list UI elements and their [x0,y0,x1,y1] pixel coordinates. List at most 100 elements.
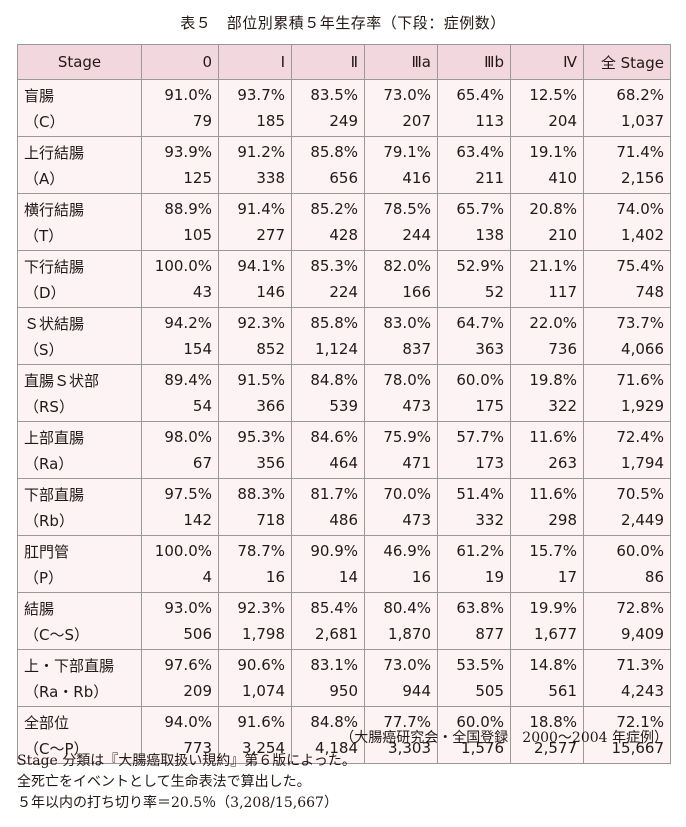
case-count-cell: 1,870 [364,621,438,650]
site-name: 肛門管 [17,535,142,564]
survival-rate-cell: 92.3% [218,592,292,621]
survival-rate-cell: 68.2% [583,79,671,108]
site-code: （Ra・Rb） [17,678,142,707]
column-header: Ⅱ [291,44,365,80]
survival-rate-cell: 65.7% [437,193,511,222]
survival-rate-cell: 11.6% [510,478,584,507]
case-count-cell: 224 [291,279,365,308]
table-row-counts: （D） 43 146 224 166 52 117 748 [17,279,671,308]
case-count-cell: 944 [364,678,438,707]
case-count-cell: 4,184 [291,735,365,764]
table-row-rates: 下行結腸 100.0% 94.1% 85.3% 82.0% 52.9% 21.1% 75.4% [17,250,671,279]
survival-rate-cell: 22.0% [510,307,584,336]
site-name: 上行結腸 [17,136,142,165]
survival-rate-cell: 85.8% [291,136,365,165]
case-count-cell: 1,929 [583,393,671,422]
case-count-cell: 473 [364,507,438,536]
column-header: Ⅲb [437,44,511,80]
table-row-counts: （A） 125 338 656 416 211 410 2,156 [17,165,671,194]
survival-rate-cell: 70.5% [583,478,671,507]
survival-rate-cell: 65.4% [437,79,511,108]
case-count-cell: 852 [218,336,292,365]
case-count-cell: 16 [364,564,438,593]
case-count-cell: 52 [437,279,511,308]
table-row-counts: （Ra） 67 356 464 471 173 263 1,794 [17,450,671,479]
survival-rate-cell: 19.1% [510,136,584,165]
survival-rate-cell: 88.3% [218,478,292,507]
case-count-cell: 166 [364,279,438,308]
survival-rate-cell: 97.5% [141,478,219,507]
case-count-cell: 79 [141,108,219,137]
survival-rate-cell: 85.3% [291,250,365,279]
case-count-cell: 4,066 [583,336,671,365]
survival-rate-cell: 81.7% [291,478,365,507]
site-name: 下行結腸 [17,250,142,279]
survival-rate-cell: 78.0% [364,364,438,393]
survival-rate-cell: 74.0% [583,193,671,222]
case-count-cell: 105 [141,222,219,251]
site-name: Ｓ状結腸 [17,307,142,336]
header-row: Stage 0 Ⅰ Ⅱ Ⅲa Ⅲb Ⅳ 全 Stage [17,44,671,80]
case-count-cell: 19 [437,564,511,593]
survival-rate-cell: 93.0% [141,592,219,621]
site-name: 全部位 [17,706,142,735]
site-name: 結腸 [17,592,142,621]
survival-rate-cell: 19.9% [510,592,584,621]
case-count-cell: 1,576 [437,735,511,764]
case-count-cell: 277 [218,222,292,251]
table-row-rates: 上・下部直腸 97.6% 90.6% 83.1% 73.0% 53.5% 14.8% 71.3… [17,649,671,678]
case-count-cell: 2,681 [291,621,365,650]
survival-rate-cell: 15.7% [510,535,584,564]
site-name: 直腸Ｓ状部 [17,364,142,393]
site-code: （S） [17,336,142,365]
case-count-cell: 142 [141,507,219,536]
survival-rate-cell: 94.2% [141,307,219,336]
site-name: 上・下部直腸 [17,649,142,678]
site-name: 盲腸 [17,79,142,108]
survival-rate-cell: 92.3% [218,307,292,336]
table-row-rates: 全部位 94.0% 91.6% 84.8% 77.7% 60.0% 18.8% 72.1% [17,706,671,735]
survival-rate-cell: 85.4% [291,592,365,621]
survival-rate-cell: 91.2% [218,136,292,165]
case-count-cell: 539 [291,393,365,422]
survival-rate-cell: 63.4% [437,136,511,165]
survival-rate-cell: 18.8% [510,706,584,735]
case-count-cell: 1,794 [583,450,671,479]
case-count-cell: 464 [291,450,365,479]
survival-rate-cell: 98.0% [141,421,219,450]
column-header-stage: Stage [17,44,142,80]
case-count-cell: 211 [437,165,511,194]
survival-rate-cell: 72.4% [583,421,671,450]
survival-rate-cell: 79.1% [364,136,438,165]
table-row-rates: 横行結腸 88.9% 91.4% 85.2% 78.5% 65.7% 20.8% 74.0% [17,193,671,222]
case-count-cell: 656 [291,165,365,194]
case-count-cell: 837 [364,336,438,365]
column-header: Ⅰ [218,44,292,80]
case-count-cell: 416 [364,165,438,194]
survival-rate-cell: 78.7% [218,535,292,564]
column-header: Ⅲa [364,44,438,80]
survival-rate-cell: 11.6% [510,421,584,450]
site-code: （Ra） [17,450,142,479]
survival-rate-cell: 20.8% [510,193,584,222]
survival-rate-cell: 90.9% [291,535,365,564]
table-row-counts: （T） 105 277 428 244 138 210 1,402 [17,222,671,251]
table-row-counts: （S） 154 852 1,124 837 363 736 4,066 [17,336,671,365]
case-count-cell: 2,156 [583,165,671,194]
survival-rate-cell: 84.8% [291,364,365,393]
survival-rate-cell: 57.7% [437,421,511,450]
case-count-cell: 1,074 [218,678,292,707]
survival-rate-cell: 70.0% [364,478,438,507]
survival-rate-cell: 88.9% [141,193,219,222]
table-row-counts: （C） 79 185 249 207 113 204 1,037 [17,108,671,137]
case-count-cell: 3,254 [218,735,292,764]
survival-rate-cell: 53.5% [437,649,511,678]
case-count-cell: 561 [510,678,584,707]
case-count-cell: 1,124 [291,336,365,365]
survival-rate-cell: 46.9% [364,535,438,564]
survival-rate-cell: 83.5% [291,79,365,108]
source-note: （大腸癌研究会・全国登録 2000〜2004 年症例） [340,730,668,746]
survival-rate-cell: 94.1% [218,250,292,279]
table-row-counts: （Ra・Rb） 209 1,074 950 944 505 561 4,243 [17,678,671,707]
case-count-cell: 9,409 [583,621,671,650]
